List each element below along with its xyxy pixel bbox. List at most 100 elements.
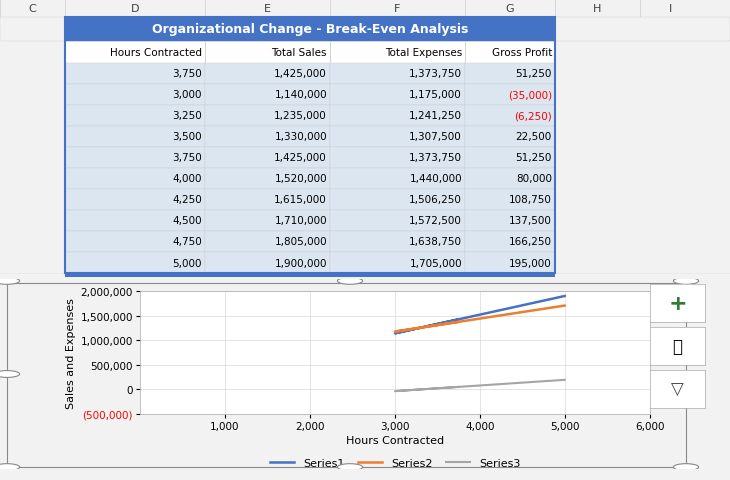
Series2 <box>391 329 399 335</box>
Bar <box>0 64 730 85</box>
Bar <box>465 42 555 64</box>
Text: E: E <box>264 4 271 14</box>
Text: Total Sales: Total Sales <box>272 48 327 58</box>
Bar <box>205 64 330 85</box>
Text: Hours Contracted: Hours Contracted <box>110 48 202 58</box>
Text: 137,500: 137,500 <box>509 216 552 226</box>
Text: 3,000: 3,000 <box>172 90 202 100</box>
Line: Series2: Series2 <box>395 306 565 332</box>
Text: 3,500: 3,500 <box>172 132 202 142</box>
Series1 <box>539 298 548 304</box>
Text: 1,705,000: 1,705,000 <box>410 258 462 268</box>
Bar <box>0 211 730 231</box>
Circle shape <box>0 278 20 285</box>
Bar <box>205 252 330 274</box>
Line: Series1: Series1 <box>395 296 565 334</box>
Text: 4,250: 4,250 <box>172 195 202 205</box>
Bar <box>65 274 555 277</box>
Bar <box>0 85 730 106</box>
Text: 1,520,000: 1,520,000 <box>274 174 327 184</box>
Bar <box>65 106 205 127</box>
Circle shape <box>0 464 20 470</box>
Bar <box>330 231 465 252</box>
Text: 22,500: 22,500 <box>516 132 552 142</box>
Text: (35,000): (35,000) <box>508 90 552 100</box>
Bar <box>0 148 730 168</box>
Bar <box>65 231 205 252</box>
Bar <box>465 106 555 127</box>
Text: ▽: ▽ <box>671 380 684 398</box>
Bar <box>65 85 205 106</box>
Circle shape <box>673 278 699 285</box>
Bar <box>65 190 205 211</box>
Series3 <box>454 384 463 390</box>
Circle shape <box>337 464 363 470</box>
Bar <box>0 106 730 127</box>
Text: 1,805,000: 1,805,000 <box>274 237 327 247</box>
Bar <box>205 42 330 64</box>
Text: H: H <box>593 4 602 14</box>
Bar <box>330 64 465 85</box>
Text: 1,506,250: 1,506,250 <box>409 195 462 205</box>
Series3 <box>539 379 548 384</box>
Bar <box>0 231 730 252</box>
Text: 51,250: 51,250 <box>515 69 552 79</box>
Text: Gross Profit: Gross Profit <box>491 48 552 58</box>
Text: 1,373,750: 1,373,750 <box>409 153 462 163</box>
Bar <box>65 127 205 148</box>
Bar <box>205 168 330 190</box>
Bar <box>205 211 330 231</box>
Text: F: F <box>394 4 401 14</box>
Bar <box>65 64 205 85</box>
Bar <box>330 148 465 168</box>
Bar <box>330 190 465 211</box>
Legend: Series1, Series2, Series3: Series1, Series2, Series3 <box>265 454 525 472</box>
Text: 4,500: 4,500 <box>172 216 202 226</box>
Series1 <box>476 312 485 318</box>
Series3 <box>391 388 399 394</box>
Series2 <box>561 303 569 309</box>
Series3 <box>476 383 485 388</box>
Text: 1,425,000: 1,425,000 <box>274 153 327 163</box>
Bar <box>65 18 555 274</box>
Bar <box>465 231 555 252</box>
Series2 <box>518 310 527 315</box>
Series2 <box>497 313 506 319</box>
Series3 <box>561 377 569 383</box>
Bar <box>205 231 330 252</box>
Bar <box>330 42 465 64</box>
Bar <box>465 148 555 168</box>
Text: 1,307,500: 1,307,500 <box>410 132 462 142</box>
Series1 <box>412 326 420 332</box>
Bar <box>465 64 555 85</box>
Series3 <box>412 387 420 393</box>
Y-axis label: Sales and Expenses: Sales and Expenses <box>66 298 77 408</box>
Bar <box>65 42 205 64</box>
Bar <box>330 168 465 190</box>
Text: 166,250: 166,250 <box>509 237 552 247</box>
Circle shape <box>337 278 363 285</box>
Text: 1,615,000: 1,615,000 <box>274 195 327 205</box>
Text: 4,000: 4,000 <box>172 174 202 184</box>
Bar <box>465 85 555 106</box>
Text: 1,638,750: 1,638,750 <box>409 237 462 247</box>
Series3 <box>433 385 442 391</box>
Text: (6,250): (6,250) <box>514 111 552 121</box>
Bar <box>0 0 730 18</box>
Text: 3,750: 3,750 <box>172 153 202 163</box>
Text: 195,000: 195,000 <box>510 258 552 268</box>
Bar <box>330 252 465 274</box>
Bar <box>0 168 730 190</box>
Series1 <box>391 331 399 336</box>
Bar <box>205 85 330 106</box>
Bar <box>330 106 465 127</box>
Text: Total Expenses: Total Expenses <box>385 48 462 58</box>
Text: 1,710,000: 1,710,000 <box>274 216 327 226</box>
Text: 1,140,000: 1,140,000 <box>274 90 327 100</box>
Text: 4,750: 4,750 <box>172 237 202 247</box>
Bar <box>205 148 330 168</box>
Series1 <box>433 322 442 327</box>
Bar <box>330 211 465 231</box>
Text: 1,900,000: 1,900,000 <box>274 258 327 268</box>
Text: 5,000: 5,000 <box>172 258 202 268</box>
